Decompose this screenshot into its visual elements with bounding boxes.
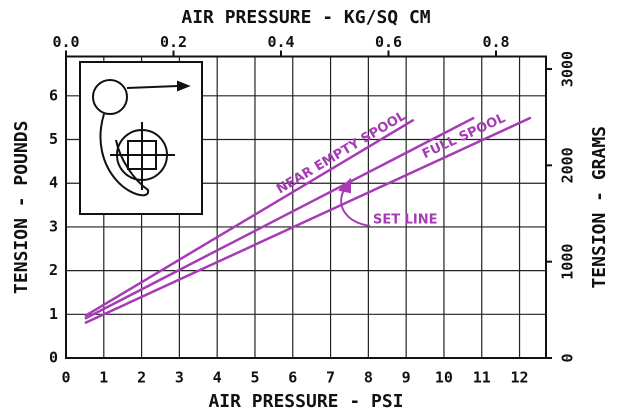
x-tick-label: 8: [364, 369, 373, 387]
x2-tick-label: 0.4: [267, 33, 294, 51]
x2-tick-label: 0.2: [160, 33, 187, 51]
x-tick-label: 4: [213, 369, 222, 387]
x-tick-label: 0: [61, 369, 70, 387]
series-label: SET LINE: [373, 213, 438, 228]
chart: 01234567891011120.00.20.40.60.8012345601…: [0, 0, 621, 415]
x2-axis-label: AIR PRESSURE - KG/SQ CM: [181, 7, 430, 28]
y2-tick-label: 0: [559, 353, 577, 362]
x-axis-label: AIR PRESSURE - PSI: [208, 391, 403, 412]
x-tick-label: 12: [511, 369, 529, 387]
x2-tick-label: 0.6: [375, 33, 402, 51]
y-tick-label: 2: [49, 261, 58, 279]
series-label: FULL SPOOL: [420, 111, 508, 162]
inset-diagram: [80, 62, 202, 214]
y2-tick-label: 3000: [559, 51, 577, 87]
y-tick-label: 3: [49, 217, 58, 235]
y-tick-label: 4: [49, 174, 58, 192]
y2-tick-label: 1000: [559, 244, 577, 280]
x-tick-label: 3: [175, 369, 184, 387]
y2-axis-label: TENSION - GRAMS: [589, 126, 610, 289]
y-axis-label: TENSION - POUNDS: [11, 121, 32, 294]
y2-tick-label: 2000: [559, 147, 577, 183]
x-tick-label: 5: [250, 369, 259, 387]
x-tick-label: 2: [137, 369, 146, 387]
x-tick-label: 7: [326, 369, 335, 387]
x2-tick-label: 0.8: [482, 33, 509, 51]
x-tick-label: 10: [435, 369, 453, 387]
x2-tick-label: 0.0: [52, 33, 79, 51]
y-tick-label: 5: [49, 130, 58, 148]
y-tick-label: 6: [49, 86, 58, 104]
x-tick-label: 11: [473, 369, 491, 387]
x-tick-label: 6: [288, 369, 297, 387]
y-tick-label: 0: [49, 349, 58, 367]
x-tick-label: 9: [402, 369, 411, 387]
x-tick-label: 1: [99, 369, 108, 387]
y-tick-label: 1: [49, 305, 58, 323]
